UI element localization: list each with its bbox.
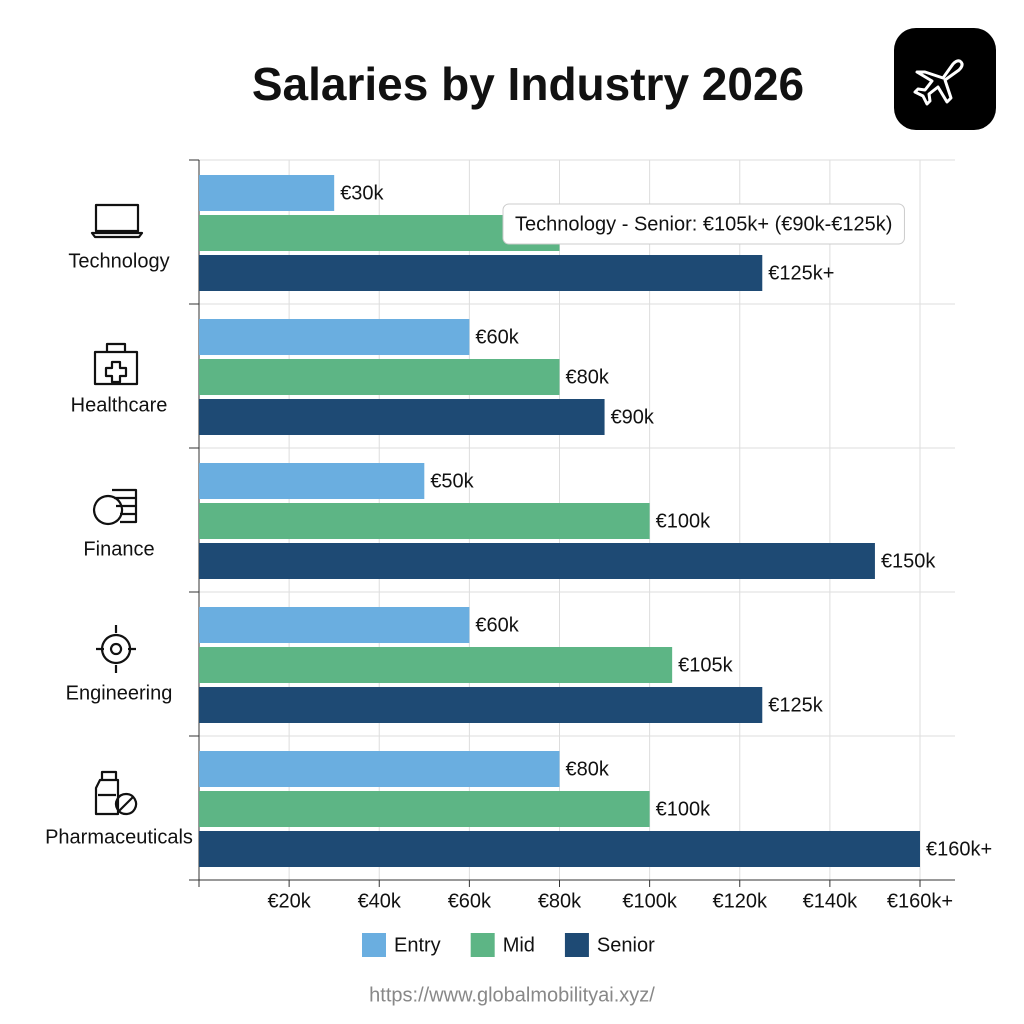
chart-title: Salaries by Industry 2026 <box>252 58 804 110</box>
value-label: €80k <box>566 366 610 388</box>
bar <box>199 359 560 395</box>
value-label: €105k <box>678 654 733 676</box>
bar <box>199 647 673 683</box>
y-tick-label: Engineering <box>66 682 173 704</box>
value-label: €90k <box>611 406 655 428</box>
value-label: €100k <box>656 798 711 820</box>
y-tick-label: Healthcare <box>71 394 168 416</box>
value-label: €125k+ <box>768 262 834 284</box>
value-label: €60k <box>475 614 519 636</box>
category-icon <box>93 342 139 386</box>
x-tick-label: €100k <box>622 890 677 912</box>
value-label: €150k <box>881 550 936 572</box>
category-icon <box>96 625 136 673</box>
x-tick-label: €160k+ <box>887 890 953 912</box>
legend: Entry Mid Senior <box>362 933 655 957</box>
tooltip-box <box>502 203 905 245</box>
bar <box>199 687 763 723</box>
bar <box>199 175 335 211</box>
x-tick-label: €40k <box>358 890 402 912</box>
category-icon <box>90 203 144 239</box>
value-label: €80k <box>566 758 610 780</box>
legend-label: Mid <box>503 934 535 956</box>
value-label: €50k <box>430 470 474 492</box>
legend-swatch <box>564 933 589 957</box>
bar <box>199 215 560 251</box>
logo <box>894 28 996 130</box>
bar <box>199 831 920 867</box>
legend-swatch <box>362 933 386 957</box>
x-tick-label: €20k <box>267 890 311 912</box>
bar <box>199 607 470 643</box>
value-label: €60k <box>475 326 519 348</box>
legend-label: Entry <box>394 934 441 956</box>
bar <box>199 255 763 291</box>
value-label: €125k <box>768 694 823 716</box>
x-tick-label: €60k <box>448 890 492 912</box>
bar <box>199 791 650 827</box>
footer-url: https://www.globalmobilityai.xyz/ <box>369 984 655 1006</box>
value-label: €100k <box>656 510 711 532</box>
tooltip-text: Technology - Senior: €105k+ (€90k-€125k) <box>515 213 892 235</box>
x-tick-label: €80k <box>538 890 582 912</box>
bar <box>199 319 470 355</box>
x-tick-label: €120k <box>713 890 768 912</box>
bar <box>199 463 425 499</box>
value-label: €160k+ <box>926 838 992 860</box>
legend-label: Senior <box>597 934 655 956</box>
bar <box>199 503 650 539</box>
bar <box>199 399 605 435</box>
y-tick-label: Pharmaceuticals <box>45 826 193 848</box>
x-tick-label: €140k <box>803 890 858 912</box>
y-tick-label: Technology <box>68 250 169 272</box>
bar <box>199 751 560 787</box>
legend-swatch <box>470 933 495 957</box>
category-icon <box>92 488 138 526</box>
y-tick-label: Finance <box>83 538 154 560</box>
bar <box>199 543 875 579</box>
value-label: €30k <box>340 182 384 204</box>
category-icon <box>94 770 138 816</box>
tooltip: Technology - Senior: €105k+ (€90k-€125k) <box>502 203 905 245</box>
